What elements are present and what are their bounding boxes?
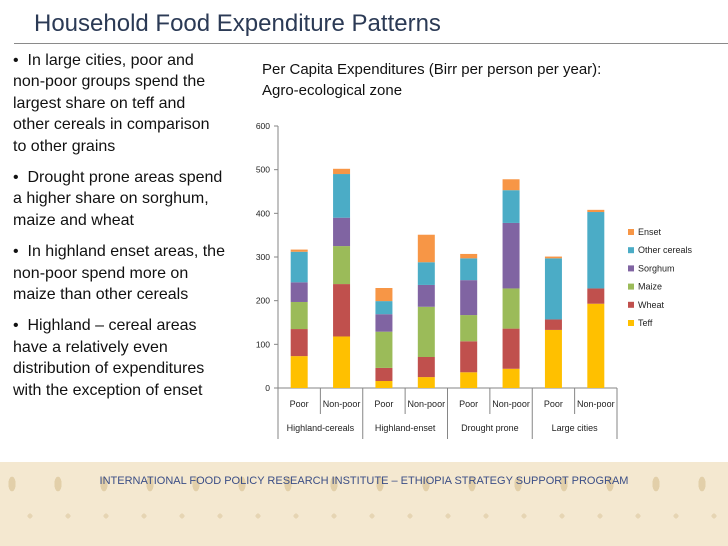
bar-segment-sorghum [375,314,393,332]
slide-title: Household Food Expenditure Patterns [34,10,441,37]
bar-segment-other-cereals [544,258,562,320]
x-group-label: Highland-cereals [287,423,355,433]
legend-label: Other cereals [638,245,693,255]
y-tick-label: 600 [256,121,270,131]
legend-swatch-wheat [628,301,634,308]
bar-segment-wheat [290,329,308,357]
x-category-label: Poor [459,399,478,409]
bar-segment-sorghum [460,280,478,316]
chart-heading-line2: Agro-ecological zone [262,82,403,99]
bullet-list: • In large cities, poor and non-poor gro… [13,50,225,411]
y-tick-label: 200 [256,296,270,306]
bar-segment-other-cereals [502,190,520,223]
bar-segment-other-cereals [333,174,351,218]
bar-segment-other-cereals [587,212,605,289]
bar-segment-wheat [587,288,605,304]
bar-segment-wheat [375,367,393,382]
bullet-glyph: • [13,52,19,69]
x-category-label: Non-poor [323,399,361,409]
bar-segment-teff [290,356,308,388]
bullet-text: Drought prone areas spend a higher share… [13,169,223,229]
bar-segment-maize [460,315,478,342]
title-divider [14,43,728,44]
bar-segment-other-cereals [375,301,393,315]
x-category-label: Non-poor [577,399,615,409]
x-category-label: Non-poor [492,399,530,409]
bar-segment-maize [417,306,435,357]
bar-segment-wheat [460,341,478,373]
bar-segment-other-cereals [290,251,308,283]
legend-label: Teff [638,318,653,328]
x-category-label: Poor [544,399,563,409]
bar-segment-enset [587,209,605,213]
bar-segment-maize [333,246,351,285]
x-category-label: Poor [374,399,393,409]
bar-segment-wheat [333,284,351,337]
x-group-label: Drought prone [461,423,519,433]
bar-segment-wheat [417,356,435,378]
bar-segment-teff [587,303,605,388]
legend-swatch-enset [628,229,634,235]
x-category-label: Non-poor [408,399,446,409]
bar-segment-wheat [502,328,520,369]
bar-segment-other-cereals [460,258,478,281]
bar-segment-sorghum [333,217,351,247]
y-tick-label: 400 [256,208,270,218]
y-tick-label: 0 [265,383,270,393]
legend-swatch-maize [628,283,634,290]
bullet-text: In highland enset areas, the non-poor sp… [13,243,225,304]
bar-segment-enset [502,179,520,191]
legend-label: Wheat [638,300,665,310]
legend-swatch-other-cereals [628,247,634,254]
bullet-item: • In highland enset areas, the non-poor … [13,241,225,305]
bar-segment-wheat [544,319,562,330]
legend-label: Enset [638,227,662,237]
stacked-bar-chart: 0 100 200 300 400 500 600 Poor Non-poor Poor Non-p… [256,121,693,439]
bullet-item: • Highland – cereal areas have a relativ… [13,315,225,401]
bar-segment-teff [502,368,520,388]
bullet-glyph: • [13,243,19,261]
legend-swatch-teff [628,320,634,326]
bar-segment-maize [375,331,393,368]
chart-heading-line1: Per Capita Expenditures (Birr per person… [262,61,602,78]
legend-label: Sorghum [638,263,675,273]
y-tick-label: 100 [256,339,270,349]
legend-label: Maize [638,282,662,292]
bullet-item: • Drought prone areas spend a higher sha… [13,167,225,231]
bar-segment-maize [502,288,520,329]
bar-segment-teff [417,377,435,388]
bar-segment-enset [417,234,435,263]
footer-text: INTERNATIONAL FOOD POLICY RESEARCH INSTI… [99,475,629,487]
bar-segment-enset [544,256,562,259]
bullet-text: Highland – cereal areas have a relativel… [13,317,205,399]
bar-segment-teff [544,329,562,388]
bar-segment-sorghum [417,284,435,307]
bar-segment-teff [333,336,351,388]
x-group-label: Large cities [552,423,599,433]
bar-segment-sorghum [502,222,520,289]
bar-segment-maize [290,301,308,330]
bar-segment-enset [460,253,478,259]
bar-segment-enset [290,249,308,252]
legend-swatch-sorghum [628,265,634,272]
x-category-label: Poor [290,399,309,409]
bar-segment-enset [333,168,351,175]
bar-segment-other-cereals [417,262,435,285]
bar-segment-sorghum [290,282,308,302]
bullet-item: • In large cities, poor and non-poor gro… [13,50,225,157]
y-tick-label: 500 [256,165,270,175]
bar-segment-teff [460,372,478,388]
y-tick-label: 300 [256,252,270,262]
chart-heading: Per Capita Expenditures (Birr per person… [262,59,682,101]
decorative-footer-band [0,462,728,546]
bullet-glyph: • [13,169,19,187]
bullet-text: In large cities, poor and non-poor group… [13,52,210,155]
bar-segment-teff [375,381,393,388]
x-group-label: Highland-enset [375,423,436,433]
bar-segment-enset [375,288,393,302]
bullet-glyph: • [13,317,19,335]
